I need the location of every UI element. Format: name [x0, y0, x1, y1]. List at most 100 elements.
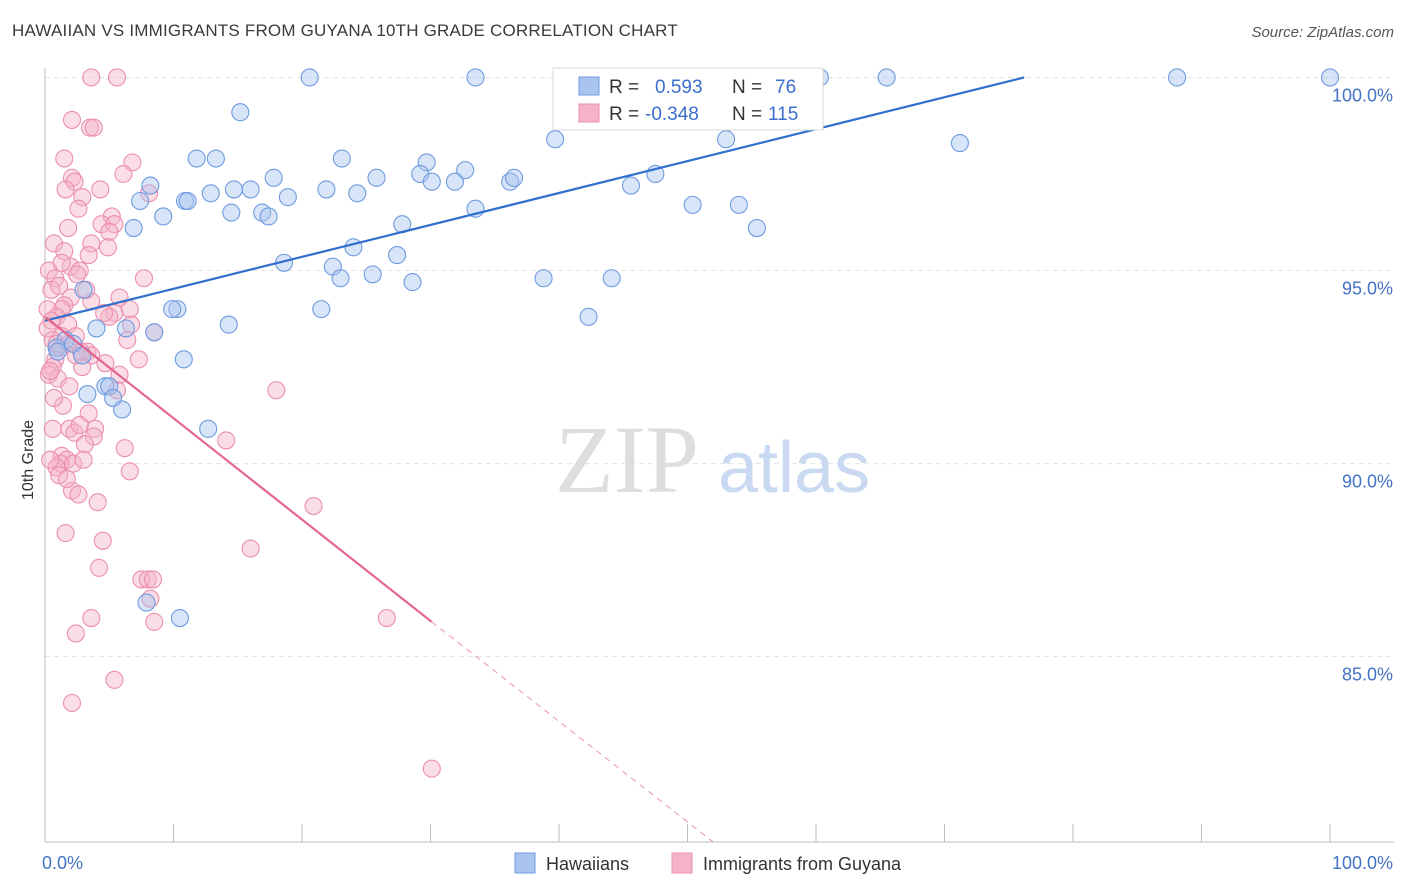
hawaiians-point-53: [579, 307, 598, 326]
hawaiians-point-1: [466, 68, 485, 87]
guyana-point-28: [134, 269, 153, 288]
hawaiians-point-46: [534, 269, 553, 288]
guyana-point-100: [50, 276, 69, 296]
legend-top: R = 0.593 N = 76 R = -0.348 N = 115: [552, 67, 824, 131]
hawaiians-point-56: [87, 319, 106, 338]
chart-title: HAWAIIAN VS IMMIGRANTS FROM GUYANA 10TH …: [12, 21, 678, 40]
hawaiians-point-12: [332, 149, 351, 168]
hawaiians-trend-line: [44, 76, 1025, 322]
hawaiians-point-70: [137, 593, 156, 612]
watermark: ZIP atlas: [555, 406, 870, 513]
hawaiians-point-6: [231, 103, 250, 122]
guyana-point-4: [84, 118, 103, 137]
hawaiians-point-39: [747, 218, 766, 238]
guyana-point-7: [114, 164, 133, 184]
guyana-point-103: [74, 450, 93, 469]
guyana-point-0: [82, 68, 101, 87]
guyana-point-71: [75, 435, 94, 454]
guyana-point-83: [304, 497, 323, 516]
hawaiians-point-8: [716, 130, 736, 149]
hawaiians-point-4: [1168, 68, 1187, 87]
hawaiians-point-20: [224, 180, 243, 199]
guyana-point-105: [41, 361, 60, 380]
guyana-trend-line: [44, 315, 433, 623]
bottom-legend-swatch-hawaiians: [514, 852, 536, 874]
y-tick-label-1: 90.0%: [1342, 472, 1393, 492]
y-tick-labels: 85.0% 90.0% 95.0% 100.0%: [1332, 85, 1393, 684]
guyana-point-5: [55, 149, 74, 168]
guyana-point-95: [66, 624, 85, 643]
legend-r-label-1: R =: [609, 77, 639, 98]
guyana-point-66: [43, 419, 62, 438]
hawaiians-point-65: [100, 377, 119, 396]
guyana-point-94: [377, 608, 396, 628]
hawaiians-point-31: [222, 203, 241, 222]
hawaiians-point-51: [163, 300, 182, 319]
axes: [44, 68, 1394, 843]
hawaiians-point-50: [168, 300, 187, 319]
guyana-point-62: [267, 381, 286, 400]
legend-n-label-2: N =: [732, 104, 762, 125]
hawaiians-point-69: [199, 419, 218, 438]
y-tick-label-3: 100.0%: [1332, 85, 1393, 105]
hawaiians-point-38: [124, 218, 143, 238]
hawaiians-point-24: [278, 188, 297, 207]
hawaiians-point-9: [950, 134, 969, 153]
guyana-point-84: [56, 524, 75, 543]
hawaiians-point-23: [201, 184, 220, 203]
guyana-point-11: [56, 180, 75, 199]
guyana-point-107: [69, 199, 88, 218]
guyana-point-89: [138, 570, 157, 589]
hawaiians-point-68: [113, 400, 132, 419]
hawaiians-point-74: [445, 172, 464, 191]
trend-lines: [44, 76, 1025, 843]
guyana-point-93: [145, 612, 164, 631]
guyana-point-85: [93, 531, 112, 550]
guyana-point-10: [91, 180, 110, 199]
legend-r-value-2: -0.348: [645, 104, 699, 125]
guyana-point-20: [82, 234, 101, 253]
guyana-point-112: [60, 377, 79, 396]
hawaiians-point-54: [219, 315, 238, 334]
guyana-point-76: [64, 454, 83, 473]
guyana-point-70: [217, 431, 236, 450]
hawaiians-point-14: [367, 168, 386, 187]
hawaiians-point-0: [300, 68, 319, 87]
guyana-point-81: [69, 485, 88, 504]
legend-r-label-2: R =: [609, 104, 639, 125]
hawaiians-point-21: [317, 180, 336, 199]
hawaiians-point-49: [74, 280, 93, 299]
hawaiians-point-48: [403, 273, 422, 292]
guyana-point-102: [95, 303, 114, 323]
legend-n-label-1: N =: [732, 77, 762, 98]
hawaiians-point-5: [1320, 68, 1340, 87]
watermark-zip: ZIP: [555, 406, 699, 513]
hawaiians-point-28: [178, 191, 197, 211]
hawaiians-point-61: [48, 342, 67, 361]
series-hawaiians-points: [47, 68, 1340, 628]
guyana-point-18: [100, 222, 119, 241]
y-axis-title: 10th Grade: [20, 420, 37, 500]
legend-n-value-2: 115: [768, 104, 798, 125]
guyana-point-22: [79, 246, 98, 265]
hawaiians-point-36: [729, 195, 748, 214]
x-tick-label-max: 100.0%: [1332, 853, 1393, 873]
legend-swatch-hawaiians: [578, 76, 600, 96]
hawaiians-point-16: [264, 168, 283, 187]
hawaiians-point-71: [170, 608, 189, 628]
legend-n-value-1: 76: [775, 77, 796, 98]
hawaiians-point-26: [131, 191, 150, 211]
hawaiians-point-13: [417, 153, 436, 172]
guyana-point-104: [57, 469, 76, 489]
hawaiians-point-29: [621, 176, 641, 195]
hawaiians-point-44: [331, 269, 350, 288]
guyana-point-36: [120, 300, 139, 319]
hawaiians-point-3: [877, 68, 896, 87]
legend-swatch-guyana: [578, 103, 600, 123]
guyana-point-114: [41, 450, 60, 469]
hawaiians-point-40: [344, 238, 363, 257]
guyana-point-78: [120, 462, 139, 481]
guyana-point-15: [92, 215, 111, 234]
guyana-point-87: [89, 558, 109, 577]
guyana-point-54: [129, 350, 148, 369]
